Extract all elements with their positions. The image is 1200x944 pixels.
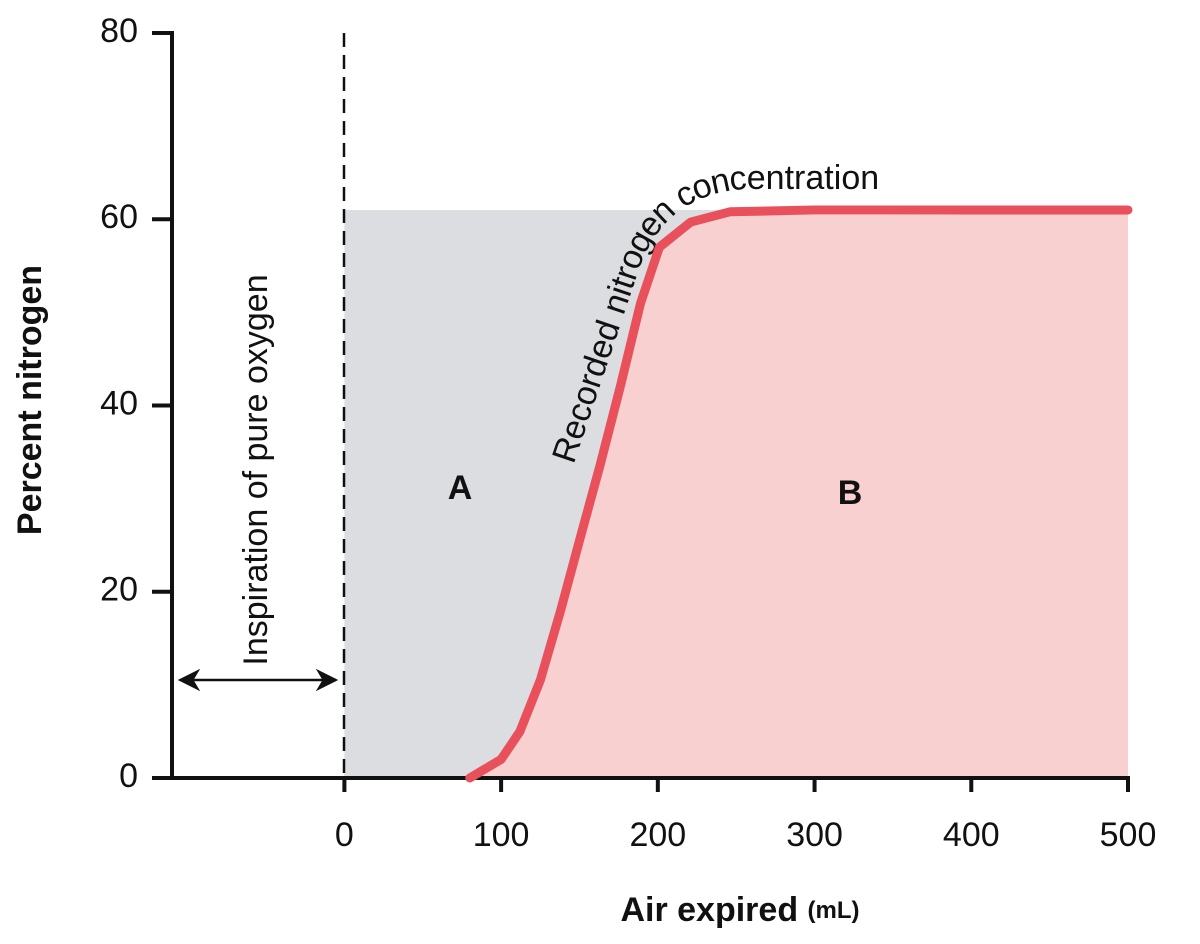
- y-tick-label: 20: [100, 571, 138, 609]
- y-tick-label: 40: [100, 384, 138, 422]
- inspiration-label: Inspiration of pure oxygen: [237, 274, 275, 665]
- alveolar-area: [469, 209, 1128, 778]
- region-a-label: A: [448, 469, 473, 507]
- x-axis-title: Air expired: [620, 891, 798, 929]
- x-axis-unit: (mL): [808, 897, 860, 924]
- dead-space-area: [344, 209, 1128, 778]
- series-line: [465, 205, 1133, 783]
- x-tick-label: 400: [943, 816, 1000, 854]
- x-tick-label: 0: [335, 816, 354, 854]
- y-tick-label: 80: [100, 12, 138, 50]
- x-tick-label: 100: [473, 816, 530, 854]
- x-tick-label: 500: [1100, 816, 1157, 854]
- y-axis-label: Percent nitrogen: [11, 265, 49, 535]
- x-axis-label: Air expired (mL): [620, 891, 859, 929]
- y-tick-label: 0: [119, 757, 138, 795]
- y-tick-label: 60: [100, 198, 138, 236]
- areas: [344, 209, 1128, 778]
- x-tick-label: 300: [786, 816, 843, 854]
- x-tick-label: 200: [629, 816, 686, 854]
- region-b-label: B: [838, 474, 863, 512]
